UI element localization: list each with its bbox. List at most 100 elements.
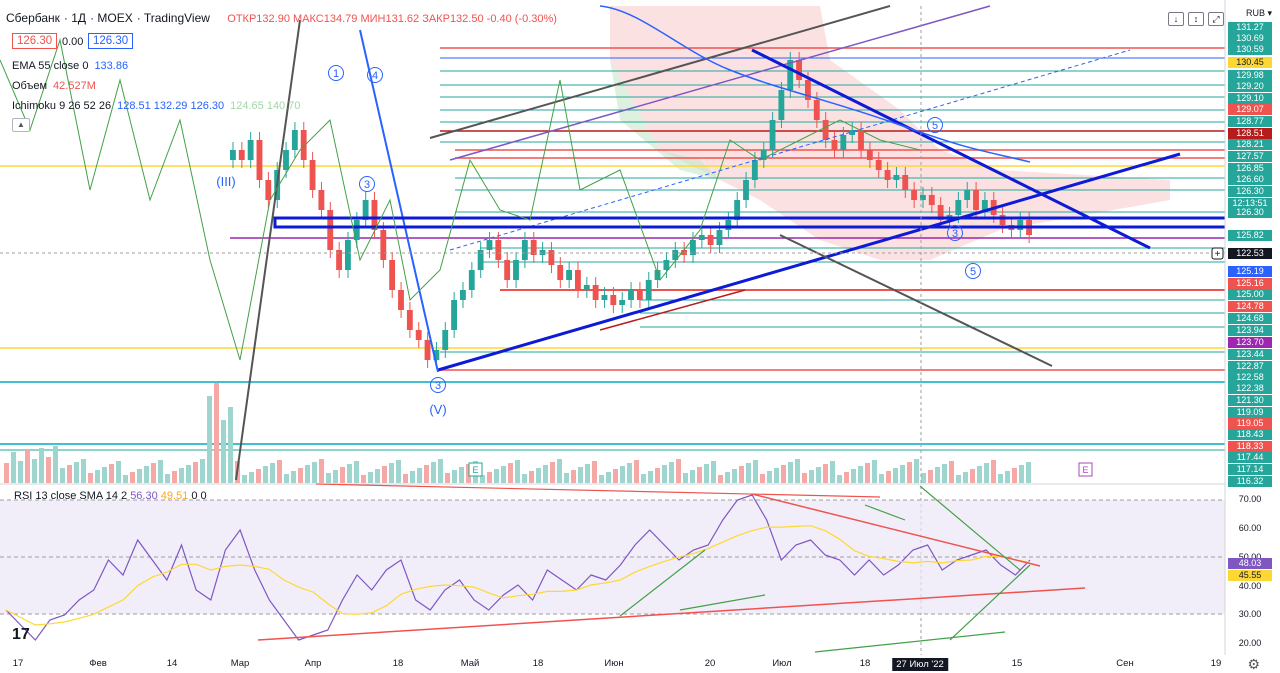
candle-body[interactable] [858,130,864,150]
candle-body[interactable] [981,200,988,210]
resize-pane-button[interactable]: ↕ [1188,12,1204,26]
candle-body[interactable] [371,200,378,230]
sell-price-box[interactable]: 126.30 [12,33,58,49]
wave-label[interactable]: 3 [952,228,958,240]
candle-body[interactable] [920,195,926,200]
candle-body[interactable] [751,160,758,180]
trendline-main-support[interactable] [437,152,1181,372]
indicator-ichimoku[interactable]: Ichimoku 9 26 52 26 128.51 132.29 126.30 1… [12,100,300,112]
candle-body[interactable] [548,250,555,265]
candle-body[interactable] [663,260,670,270]
candle-body[interactable] [849,130,856,135]
candle-body[interactable] [955,200,962,215]
candle-body[interactable] [601,295,608,300]
rsi-legend[interactable]: RSI 13 close SMA 14 2 56.30 49.51 0 0 [14,490,207,502]
candle-body[interactable] [760,150,767,160]
wave-label[interactable]: (III) [216,174,236,189]
wave-label[interactable]: 3 [435,380,441,392]
candle-body[interactable] [521,240,528,260]
candle-body[interactable] [840,135,847,150]
candle-body[interactable] [575,270,581,290]
candle-body[interactable] [592,285,599,300]
event-badge-1[interactable] [468,462,483,477]
candle-body[interactable] [884,170,891,180]
settings-gear-icon[interactable]: ⚙ [1247,656,1260,672]
maximize-pane-button[interactable]: ⤢ [1208,12,1224,26]
wave-label[interactable]: 3 [364,179,370,191]
candle-body[interactable] [460,290,466,300]
candle-body[interactable] [504,260,511,280]
candle-body[interactable] [265,180,272,200]
candle-body[interactable] [778,90,785,120]
candle-body[interactable] [256,140,263,180]
candle-body[interactable] [822,120,829,140]
candle-body[interactable] [345,240,351,270]
candle-body[interactable] [477,250,484,270]
candle-body[interactable] [698,235,705,240]
candle-body[interactable] [230,150,236,160]
symbol-name[interactable]: Сбербанк [6,11,60,25]
wave-label[interactable]: 1 [333,68,339,80]
candle-body[interactable] [813,100,820,120]
candle-body[interactable] [318,190,325,210]
candle-body[interactable] [566,270,572,280]
candle-body[interactable] [300,130,307,160]
buy-price-box[interactable]: 126.30 [88,33,134,49]
currency-scale[interactable]: RUB ▾ [1245,8,1272,18]
candle-body[interactable] [928,195,935,205]
candle-body[interactable] [442,330,449,350]
candle-body[interactable] [619,300,626,305]
rectangle-range[interactable] [273,216,1280,229]
candle-body[interactable] [628,290,634,300]
candle-body[interactable] [362,200,369,220]
candle-body[interactable] [999,215,1006,225]
candle-body[interactable] [734,200,741,220]
collapse-indicators-button[interactable]: ▲ [12,118,30,132]
candle-body[interactable] [654,270,661,280]
candle-body[interactable] [805,80,811,100]
candle-body[interactable] [672,250,679,260]
scroll-down-button[interactable]: ↓ [1168,12,1184,26]
add-alert-icon[interactable] [1211,247,1224,260]
candle-body[interactable] [866,150,873,160]
indicator-ema[interactable]: EMA 55 close 0 133.86 [12,60,128,72]
tradingview-logo-icon[interactable]: 17 [12,626,30,643]
candle-body[interactable] [424,340,431,360]
candle-body[interactable] [398,290,404,310]
candle-body[interactable] [451,300,457,330]
event-badge-2[interactable] [1078,462,1093,477]
candle-body[interactable] [645,280,652,300]
interval[interactable]: 1Д [71,11,87,25]
candle-body[interactable] [964,190,971,200]
indicator-volume[interactable]: Объем 42.527M [12,80,96,92]
wave-label[interactable]: 5 [970,266,976,278]
candle-body[interactable] [309,160,316,190]
candle-body[interactable] [875,160,882,170]
candle-body[interactable] [486,240,493,250]
candle-body[interactable] [707,235,714,245]
candle-body[interactable] [893,175,900,180]
candle-body[interactable] [911,190,917,200]
candle-body[interactable] [495,240,502,260]
candle-body[interactable] [327,210,334,250]
candle-body[interactable] [787,60,794,90]
candle-body[interactable] [902,175,909,190]
candle-body[interactable] [406,310,413,330]
candle-body[interactable] [690,240,696,255]
candle-body[interactable] [283,150,289,170]
candle-body[interactable] [380,230,387,260]
candle-body[interactable] [468,270,475,290]
candle-body[interactable] [1017,220,1024,230]
candle-body[interactable] [769,120,776,150]
candle-body[interactable] [353,220,360,240]
candle-body[interactable] [247,140,254,160]
wave-label[interactable]: (V) [429,402,446,417]
candle-body[interactable] [336,250,342,270]
wave-label[interactable]: 4 [372,70,378,82]
candle-body[interactable] [238,150,245,160]
candle-body[interactable] [743,180,749,200]
candle-body[interactable] [796,60,802,80]
candle-body[interactable] [433,350,440,360]
trendline-main-resistance[interactable] [751,48,1151,250]
candle-body[interactable] [831,140,838,150]
